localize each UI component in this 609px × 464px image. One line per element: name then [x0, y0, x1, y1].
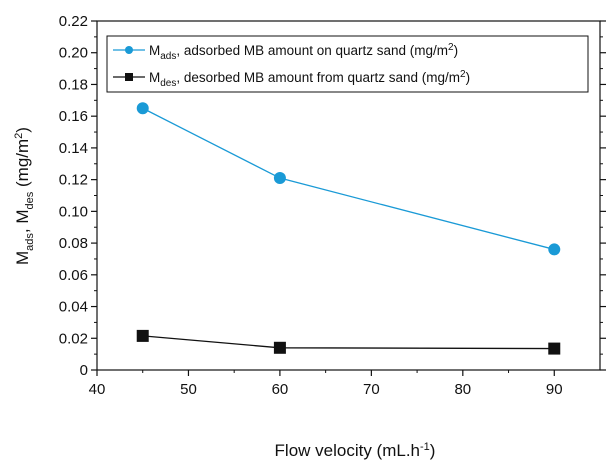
y-tick-label: 0.08: [59, 235, 88, 252]
legend-ads-subscript: ads: [160, 51, 176, 62]
data-point-des: [136, 329, 149, 342]
x-axis-title-base: Flow velocity (mL.h: [275, 441, 420, 460]
legend-des-superscript: 2: [460, 69, 466, 80]
y-tick-label: 0.22: [59, 13, 88, 30]
legend-ads-superscript: 2: [448, 42, 454, 53]
legend-des-subscript: des: [160, 78, 176, 89]
legend-des-tail: ): [466, 70, 471, 85]
x-axis-title-tail: ): [430, 441, 436, 460]
y-axis-title-unit-close: ): [13, 127, 32, 133]
y-tick-label: 0.02: [59, 330, 88, 347]
x-tick-label: 50: [180, 381, 197, 398]
legend-ads-text: , adsorbed MB amount on quartz sand (mg/…: [176, 43, 448, 58]
y-tick-label: 0: [80, 362, 88, 379]
legend-des-m: M: [149, 70, 160, 85]
y-tick-label: 0.18: [59, 76, 88, 93]
legend-des-label: Mdes, desorbed MB amount from quartz san…: [149, 69, 470, 89]
legend-ads-marker: [125, 46, 133, 54]
data-point-des: [273, 341, 286, 354]
data-point-ads: [548, 243, 561, 256]
y-axis-title-des-subscript: des: [24, 191, 36, 209]
legend-ads-label: Mads, adsorbed MB amount on quartz sand …: [149, 42, 458, 62]
legend-ads-m: M: [149, 43, 160, 58]
x-tick-label: 80: [454, 381, 471, 398]
series-line-des: [142, 335, 555, 350]
data-point-ads: [273, 172, 286, 185]
x-tick-label: 70: [363, 381, 380, 398]
y-axis-title-unit: (mg/m: [13, 139, 32, 192]
series-layer: [136, 102, 561, 355]
x-tick-label: 60: [272, 381, 289, 398]
legend-des-text: , desorbed MB amount from quartz sand (m…: [176, 70, 460, 85]
y-axis-title: Mads, Mdes (mg/m2): [13, 127, 36, 265]
y-axis-title-m: M: [13, 251, 32, 265]
data-point-ads: [136, 102, 149, 115]
y-tick-label: 0.16: [59, 108, 88, 125]
x-axis-title-superscript: -1: [420, 441, 430, 453]
legend-ads-tail: ): [454, 43, 459, 58]
y-tick-label: 0.04: [59, 299, 88, 316]
y-axis-title-separator: , M: [13, 209, 32, 233]
legend: Mads, adsorbed MB amount on quartz sand …: [106, 35, 589, 93]
x-axis-title: Flow velocity (mL.h-1): [275, 441, 436, 460]
y-tick-label: 0.20: [59, 45, 88, 62]
x-axis-ticks: 40 50 60 70 80 90: [89, 370, 563, 398]
y-axis-title-unit-superscript: 2: [13, 133, 25, 139]
legend-des-marker: [125, 73, 133, 81]
y-axis-title-ads-subscript: ads: [24, 233, 36, 251]
y-axis-ticks: 0 0.02 0.04 0.06 0.08 0.10 0.12 0.14 0.16 0.18 0.2…: [59, 13, 606, 379]
x-tick-label: 90: [546, 381, 563, 398]
legend-box: [106, 35, 589, 93]
y-tick-label: 0.12: [59, 172, 88, 189]
y-tick-label: 0.06: [59, 267, 88, 284]
data-point-des: [548, 342, 561, 355]
y-tick-label: 0.14: [59, 140, 88, 157]
x-tick-label: 40: [89, 381, 106, 398]
series-line-ads: [142, 107, 555, 251]
y-tick-label: 0.10: [59, 203, 88, 220]
